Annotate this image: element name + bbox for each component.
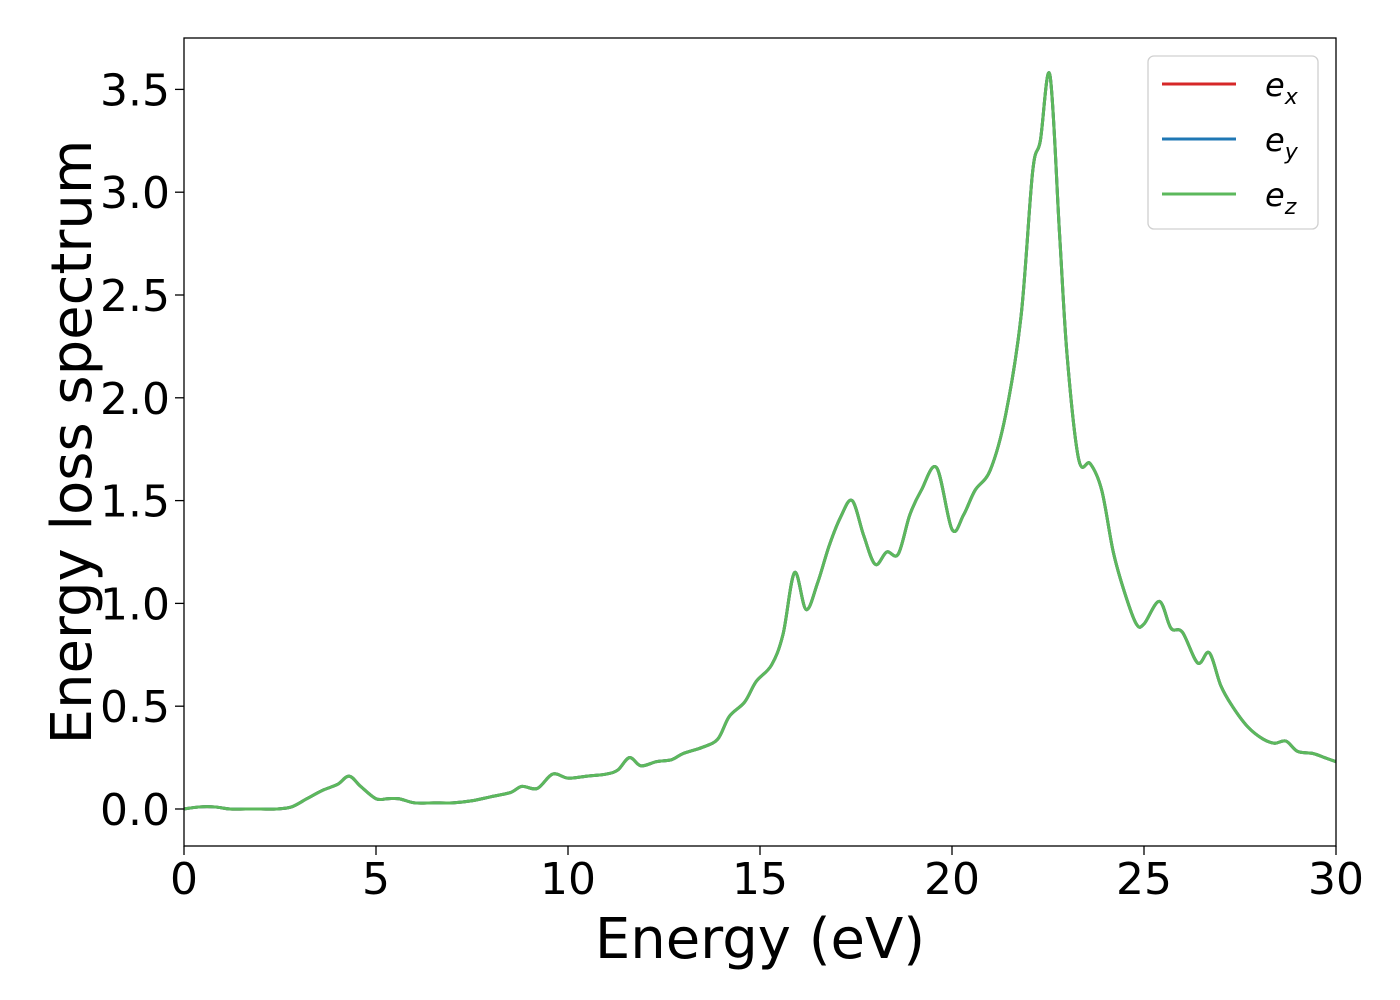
legend-label-base: e (1265, 66, 1285, 104)
x-tick-label: 15 (732, 854, 788, 905)
x-tick-label: 0 (170, 854, 198, 905)
x-tick-label: 30 (1308, 854, 1364, 905)
y-tick-label: 1.5 (100, 477, 170, 528)
y-tick-label: 0.0 (100, 785, 170, 836)
y-tick-label: 3.0 (100, 168, 170, 219)
legend-label-subscript: x (1284, 85, 1299, 110)
y-tick-label: 2.0 (100, 374, 170, 425)
x-tick-label: 5 (362, 854, 390, 905)
y-axis: 0.0 0.5 1.0 1.5 2.0 2.5 3.0 3.5 (100, 65, 184, 836)
x-tick-label: 10 (540, 854, 596, 905)
y-tick-label: 1.0 (100, 579, 170, 630)
y-tick-label: 3.5 (100, 65, 170, 116)
x-tick-label: 20 (924, 854, 980, 905)
legend-label-subscript: y (1284, 140, 1299, 165)
legend-label-base: e (1265, 121, 1285, 159)
legend-label-3: ez (1265, 176, 1297, 220)
legend-label-subscript: z (1284, 195, 1297, 220)
legend-label-1: ex (1265, 66, 1299, 110)
legend-label-base: e (1265, 176, 1285, 214)
series-line-3 (183, 71, 1337, 811)
x-tick-label: 25 (1116, 854, 1172, 905)
y-axis-label: Energy loss spectrum (40, 140, 105, 745)
y-tick-label: 0.5 (100, 682, 170, 733)
legend-box (1147, 55, 1319, 230)
series-layer (183, 71, 1337, 811)
x-axis-label: Energy (eV) (595, 907, 925, 972)
x-axis: 0 5 10 15 20 25 30 (170, 846, 1364, 905)
legend-label-2: ey (1265, 121, 1299, 165)
y-tick-label: 2.5 (100, 271, 170, 322)
